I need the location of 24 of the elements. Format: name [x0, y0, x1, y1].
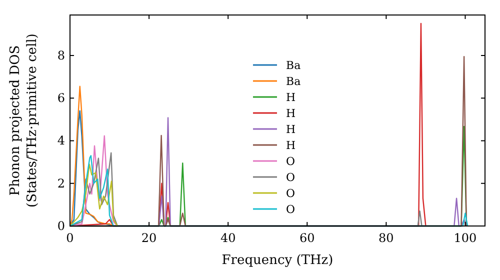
y-tick-label: 6 [57, 91, 65, 106]
x-tick-label: 60 [300, 231, 315, 245]
x-tick-label: 40 [220, 231, 236, 245]
legend-label: H [286, 107, 296, 120]
legend-label: Ba [286, 59, 302, 72]
x-tick-label: 100 [454, 231, 477, 245]
x-tick-label: 0 [66, 231, 74, 245]
x-tick-label: 80 [378, 231, 394, 245]
x-axis-title: Frequency (THz) [222, 253, 334, 268]
legend-label: H [286, 123, 296, 136]
y-tick-label: 8 [57, 48, 65, 62]
y-axis-title: Phonon projected DOS (States/THz·primitive cell) [8, 33, 40, 208]
y-tick-label: 4 [57, 134, 66, 148]
y-tick-label: 2 [57, 176, 65, 190]
legend-label: O [286, 187, 296, 200]
legend-label: H [286, 91, 296, 104]
x-tick-label: 20 [141, 231, 157, 245]
legend-label: O [286, 203, 296, 216]
y-tick-label: 0 [57, 219, 65, 233]
legend-label: O [286, 155, 296, 168]
legend-label: Ba [286, 75, 302, 88]
legend-label: H [286, 139, 296, 152]
line-series [69, 164, 118, 227]
legend-label: O [286, 171, 296, 184]
